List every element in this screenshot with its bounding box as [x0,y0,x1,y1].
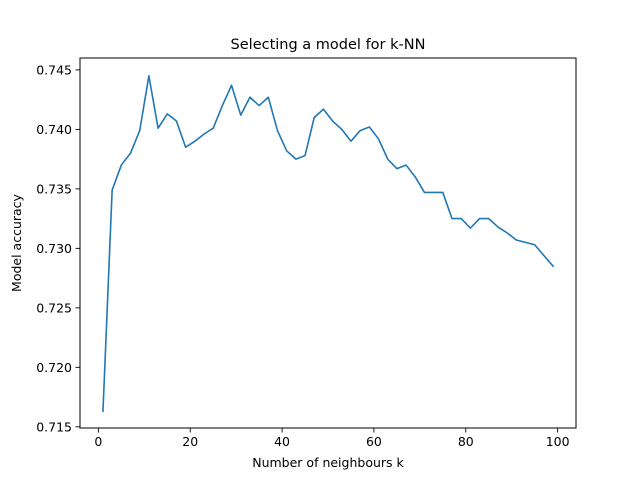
x-axis-ticks: 0 20 40 60 80 100 [94,428,570,449]
y-axis-label: Model accuracy [9,193,24,292]
x-tick-label: 80 [458,434,474,449]
y-tick-label: 0.715 [36,419,72,434]
chart-title: Selecting a model for k-NN [231,37,426,53]
x-tick-label: 60 [366,434,382,449]
y-tick-label: 0.720 [36,360,72,375]
series-line [102,75,555,413]
y-tick-label: 0.725 [36,300,72,315]
y-tick-label: 0.730 [36,241,72,256]
y-tick-label: 0.745 [36,62,72,77]
x-tick-label: 0 [94,434,102,449]
x-tick-label: 100 [546,434,570,449]
x-tick-label: 20 [182,434,198,449]
y-axis-ticks: 0.715 0.720 0.725 0.730 0.735 0.740 0.745 [36,62,80,434]
y-tick-label: 0.740 [36,122,72,137]
y-tick-label: 0.735 [36,181,72,196]
x-tick-label: 40 [274,434,290,449]
x-axis-label: Number of neighbours k [252,455,404,470]
plot-frame [79,57,577,429]
chart-marks [102,75,555,413]
